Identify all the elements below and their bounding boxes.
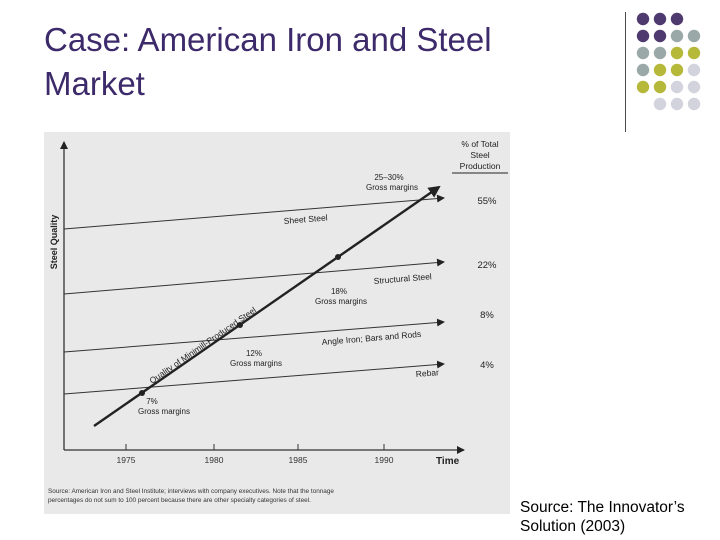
margin-label-2: Gross margins xyxy=(230,359,282,368)
decorative-dot xyxy=(687,29,701,43)
segment-line-angle-iron xyxy=(63,318,445,353)
chart-footnote-line-1: Source: American Iron and Steel Institut… xyxy=(48,488,334,495)
y-axis-label: Steel Quality xyxy=(49,215,59,270)
trajectory-marker-3 xyxy=(335,254,341,260)
decorative-dot xyxy=(653,12,667,26)
segment-line-structural-steel xyxy=(63,258,445,295)
x-tick-label-1980: 1980 xyxy=(205,455,224,465)
decorative-dot xyxy=(636,63,650,77)
decorative-dot xyxy=(653,97,667,111)
chart-footnote-line-2: percentages do not sum to 100 percent be… xyxy=(48,497,311,504)
dot-grid-group xyxy=(636,12,701,111)
x-tick-label-1985: 1985 xyxy=(289,455,308,465)
trajectory-marker-1 xyxy=(139,390,145,396)
margin-label-4: Gross margins xyxy=(366,183,418,192)
segment-label-structural-steel: Structural Steel xyxy=(373,271,432,286)
slide-title: Case: American Iron and Steel Market xyxy=(44,18,624,106)
decorative-dot xyxy=(687,80,701,94)
x-tick-label-1990: 1990 xyxy=(375,455,394,465)
title-divider xyxy=(625,12,626,132)
chart-figure: Steel Quality Time % of Total Steel Prod… xyxy=(44,132,510,514)
source-line-2: Solution (2003) xyxy=(520,518,626,535)
segment-label-sheet-steel: Sheet Steel xyxy=(283,212,328,226)
margin-value-3: 18% xyxy=(331,287,347,296)
trajectory-marker-2 xyxy=(237,322,243,328)
decorative-dot xyxy=(653,46,667,60)
decorative-dot xyxy=(670,12,684,26)
decorative-dot xyxy=(636,46,650,60)
decorative-dot xyxy=(636,29,650,43)
x-axis-label: Time xyxy=(436,456,460,467)
share-angle-iron: 8% xyxy=(480,310,494,321)
x-tick-label-1975: 1975 xyxy=(117,455,136,465)
share-structural-steel: 22% xyxy=(477,260,497,271)
decorative-dot xyxy=(653,80,667,94)
share-rebar: 4% xyxy=(480,360,494,371)
decorative-dot xyxy=(670,97,684,111)
decorative-dot xyxy=(653,63,667,77)
share-header-line-1: % of Total xyxy=(461,139,498,149)
margin-label-3: Gross margins xyxy=(315,297,367,306)
margin-value-1: 7% xyxy=(146,397,158,406)
slide-source: Source: The Innovator’s Solution (2003) xyxy=(520,498,685,536)
title-line-2: Market xyxy=(44,65,145,102)
decorative-dot xyxy=(687,97,701,111)
title-line-1: Case: American Iron and Steel xyxy=(44,21,492,58)
segment-line-rebar xyxy=(63,360,445,395)
minimill-trajectory-arrow xyxy=(93,185,441,427)
decorative-dot xyxy=(653,29,667,43)
decorative-dot xyxy=(670,46,684,60)
decorative-dot xyxy=(670,63,684,77)
steel-quality-chart: Steel Quality Time % of Total Steel Prod… xyxy=(48,139,508,504)
segment-line-sheet-steel xyxy=(63,194,445,230)
decorative-dot xyxy=(687,63,701,77)
share-header-line-2: Steel xyxy=(470,150,489,160)
margin-value-4: 25–30% xyxy=(374,173,403,182)
trajectory-label: Quality of Minimill-Produced Steel xyxy=(147,305,258,386)
margin-value-2: 12% xyxy=(246,349,262,358)
decorative-dot xyxy=(670,80,684,94)
decorative-dot xyxy=(687,46,701,60)
source-line-1: Source: The Innovator’s xyxy=(520,499,685,516)
margin-label-1: Gross margins xyxy=(138,407,190,416)
decorative-dot xyxy=(636,12,650,26)
decorative-dot-grid xyxy=(636,12,701,111)
share-sheet-steel: 55% xyxy=(477,196,497,207)
segment-label-angle-iron: Angle Iron; Bars and Rods xyxy=(321,329,421,347)
decorative-dot xyxy=(636,80,650,94)
decorative-dot xyxy=(670,29,684,43)
share-header-line-3: Production xyxy=(460,161,501,171)
segment-label-rebar: Rebar xyxy=(415,367,439,379)
